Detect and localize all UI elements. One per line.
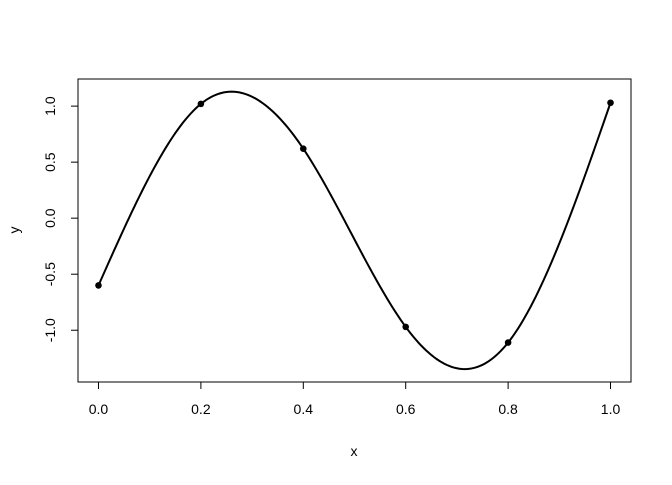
data-point	[197, 100, 205, 108]
x-tick-label: 1.0	[601, 401, 621, 417]
y-tick-label: 0.5	[42, 152, 58, 172]
plot-box	[77, 78, 632, 383]
data-point	[607, 99, 614, 107]
y-axis: -1.0 -0.5 0.0 0.5 1.0	[42, 96, 79, 342]
spline-curve	[97, 90, 612, 371]
y-tick-label: 0.0	[42, 208, 58, 228]
x-axis: 0.0 0.2 0.4 0.6 0.8 1.0	[89, 381, 621, 417]
data-points	[95, 99, 614, 346]
x-tick-label: 0.2	[191, 401, 211, 417]
x-axis-label: x	[351, 443, 358, 459]
x-tick-label: 0.6	[396, 401, 416, 417]
data-point	[504, 339, 512, 346]
x-tick-label: 0.0	[89, 401, 109, 417]
y-axis-label: y	[6, 227, 22, 234]
y-tick-label: -1.0	[42, 318, 58, 342]
x-tick-label: 0.4	[294, 401, 314, 417]
x-tick-label: 0.8	[498, 401, 518, 417]
data-point	[402, 323, 410, 331]
data-point	[299, 145, 307, 152]
y-tick-label: -0.5	[42, 262, 58, 286]
data-point	[95, 282, 102, 289]
y-tick-label: 1.0	[42, 96, 58, 116]
